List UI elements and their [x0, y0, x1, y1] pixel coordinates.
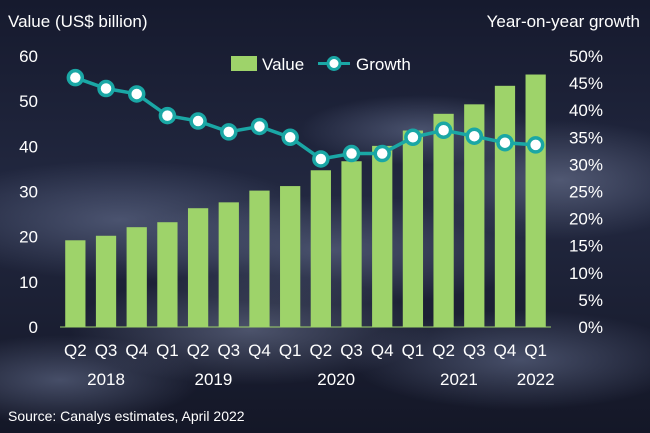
year-label: 2021	[440, 370, 478, 389]
value-bar	[249, 190, 270, 327]
value-bar	[218, 202, 239, 327]
y-right-tick-label: 20%	[569, 210, 603, 229]
growth-point	[158, 106, 177, 125]
y-left-tick-label: 30	[19, 183, 38, 202]
value-bar	[525, 74, 546, 327]
y-left-tick-label: 20	[19, 228, 38, 247]
x-tick-label: Q3	[340, 341, 363, 360]
growth-line-series	[66, 68, 545, 168]
value-bar	[494, 85, 516, 327]
x-tick-labels: Q2 Q3 Q4 Q1 Q2 Q3 Q4 Q1 Q2 Q3 Q4 Q1 Q2 Q3 Q4 Q1	[64, 341, 547, 360]
source-note: Source: Canalys estimates, April 2022	[8, 408, 245, 424]
year-label: 2019	[195, 370, 233, 389]
value-bar	[402, 130, 424, 327]
value-bar	[310, 170, 331, 327]
growth-point	[220, 123, 238, 141]
x-tick-label: Q2	[187, 341, 210, 360]
y-right-axis-title: Year-on-year growth	[487, 12, 640, 31]
growth-point	[281, 128, 299, 147]
x-tick-label: Q2	[432, 341, 455, 360]
y-right-tick-label: 25%	[569, 183, 603, 202]
x-tick-label: Q2	[310, 341, 333, 360]
x-tick-label: Q4	[248, 341, 271, 360]
growth-point	[250, 117, 269, 136]
growth-point	[127, 85, 146, 103]
value-bar	[372, 145, 393, 327]
y-right-tick-label: 5%	[578, 291, 603, 310]
growth-point	[342, 144, 361, 163]
growth-line	[74, 76, 536, 161]
growth-point	[404, 128, 422, 147]
year-label: 2018	[87, 370, 125, 389]
growth-point	[465, 127, 484, 145]
x-tick-label: Q1	[156, 341, 179, 360]
y-left-tick-label: 0	[29, 318, 38, 337]
legend: Value Growth	[231, 55, 411, 74]
y-right-tick-labels: 0% 5% 10% 15% 20% 25% 30% 35% 40% 45% 50%	[569, 47, 603, 337]
y-right-tick-label: 45%	[569, 74, 603, 93]
legend-growth-marker	[326, 56, 342, 71]
legend-value-label: Value	[262, 55, 304, 74]
x-tick-label: Q3	[217, 341, 240, 360]
year-labels: 2018 2019 2020 2021 2022	[87, 370, 554, 389]
x-tick-label: Q4	[494, 341, 517, 360]
y-left-tick-label: 50	[19, 92, 38, 111]
growth-point	[312, 150, 330, 168]
y-left-axis-title: Value (US$ billion)	[8, 12, 148, 31]
growth-point	[373, 144, 391, 163]
x-tick-label: Q2	[64, 341, 87, 360]
legend-growth-label: Growth	[356, 55, 411, 74]
y-right-tick-label: 30%	[569, 155, 603, 174]
value-bar	[65, 240, 86, 327]
y-left-tick-label: 40	[19, 137, 38, 156]
year-label: 2022	[517, 370, 555, 389]
value-bar	[341, 161, 362, 327]
year-label: 2020	[317, 370, 355, 389]
value-bar	[280, 186, 301, 327]
value-bar	[157, 222, 178, 327]
x-tick-label: Q3	[463, 341, 486, 360]
x-tick-label: Q1	[279, 341, 302, 360]
x-tick-label: Q4	[371, 341, 394, 360]
growth-point	[526, 136, 545, 154]
value-bar	[187, 208, 209, 327]
value-bar	[95, 235, 117, 327]
x-tick-label: Q3	[95, 341, 118, 360]
value-bar	[126, 227, 147, 327]
y-right-tick-label: 0%	[578, 318, 603, 337]
value-bar	[464, 104, 485, 327]
y-right-tick-label: 40%	[569, 101, 603, 120]
y-right-tick-label: 50%	[569, 47, 603, 66]
x-tick-label: Q1	[402, 341, 425, 360]
y-right-tick-label: 10%	[569, 264, 603, 283]
legend-value-swatch	[231, 56, 257, 71]
y-right-tick-label: 35%	[569, 128, 603, 147]
y-left-tick-label: 60	[19, 47, 38, 66]
y-left-tick-label: 10	[19, 273, 38, 292]
y-right-tick-label: 15%	[569, 237, 603, 256]
growth-point	[97, 79, 115, 98]
x-tick-label: Q1	[524, 341, 547, 360]
growth-point	[434, 121, 453, 140]
y-left-tick-labels: 0 10 20 30 40 50 60	[19, 47, 38, 337]
growth-point	[189, 112, 207, 130]
growth-point	[66, 68, 85, 87]
growth-point	[496, 133, 514, 152]
value-bar	[433, 113, 454, 328]
value-bars	[60, 74, 551, 328]
x-tick-label: Q4	[125, 341, 148, 360]
